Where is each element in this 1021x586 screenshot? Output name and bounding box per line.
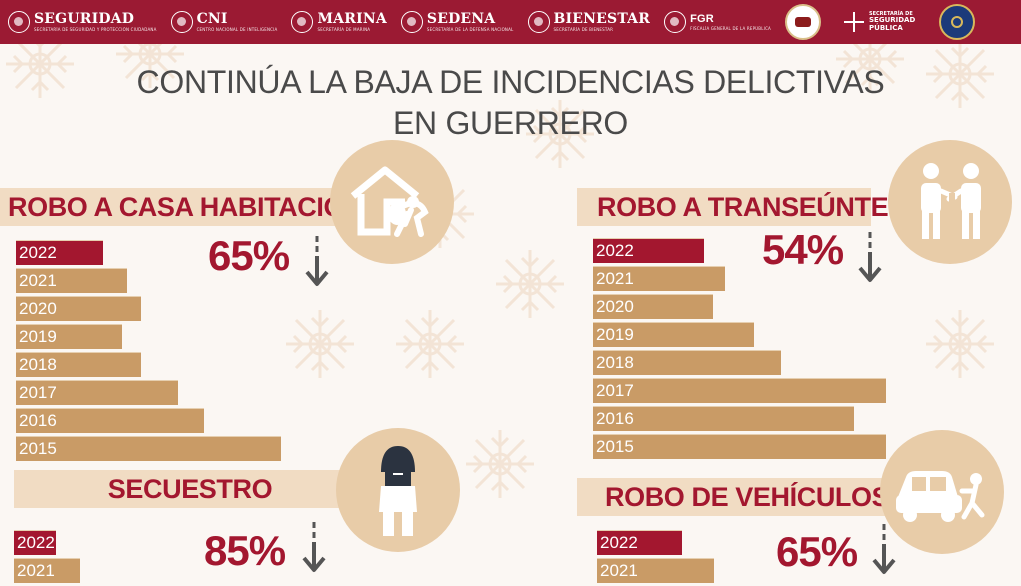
banner-robo-vehiculos: ROBO DE VEHÍCULOS — [577, 478, 907, 516]
page-title: CONTINÚA LA BAJA DE INCIDENCIAS DELICTIV… — [0, 62, 1021, 144]
logo-name: SEGURIDAD — [34, 11, 135, 27]
reduction-percent: 65% — [208, 232, 290, 279]
bar-2017: 2017 — [16, 380, 178, 405]
logo-name: MARINA — [317, 11, 387, 27]
car-thief-icon — [880, 430, 1004, 554]
logo-seguridad: SEGURIDAD SECRETARÍA DE SEGURIDAD Y PROTE… — [8, 11, 157, 33]
bar-2021: 2021 — [593, 266, 725, 291]
bar-2017: 2017 — [593, 378, 886, 403]
banner-label: ROBO DE VEHÍCULOS — [605, 481, 890, 512]
bar-2019: 2019 — [16, 324, 122, 349]
bar-year-label: 2022 — [17, 533, 55, 552]
bar-year-label: 2021 — [17, 561, 55, 580]
banner-label: SECUESTRO — [107, 473, 273, 504]
bar-2018: 2018 — [593, 350, 781, 375]
down-arrow-icon — [305, 236, 329, 286]
bar-2016: 2016 — [16, 408, 204, 433]
bar-year-label: 2022 — [596, 241, 634, 260]
bar-year-label: 2022 — [600, 533, 638, 552]
eagle-seal-icon — [8, 11, 30, 33]
bar-2022: 2022 — [593, 238, 704, 263]
cross-mark-icon — [843, 11, 865, 33]
logo-fgr: FGR FISCALÍA GENERAL DE LA REPÚBLICA — [664, 11, 771, 33]
bar-year-label: 2015 — [596, 437, 634, 456]
bar-2020: 2020 — [16, 296, 141, 321]
logo-name: FGR — [690, 12, 714, 25]
bar-year-label: 2021 — [19, 271, 57, 290]
bar-2021: 2021 — [597, 558, 714, 583]
fge-badge-icon — [939, 4, 976, 40]
bar-year-label: 2017 — [596, 381, 634, 400]
logo-name: BIENESTAR — [553, 11, 651, 27]
banner-secuestro: SECUESTRO — [14, 470, 366, 508]
title-line-1: CONTINÚA LA BAJA DE INCIDENCIAS DELICTIV… — [136, 64, 885, 100]
eagle-seal-icon — [527, 11, 550, 33]
banner-label: ROBO A CASA HABITACIÓN — [8, 191, 364, 222]
bar-2018: 2018 — [16, 352, 141, 377]
bar-year-label: 2021 — [600, 561, 638, 580]
eagle-seal-icon — [664, 11, 687, 33]
banner-robo-transeunte: ROBO A TRANSEÚNTE — [577, 188, 889, 226]
bar-year-label: 2019 — [596, 325, 634, 344]
reduction-percent: 85% — [204, 527, 286, 574]
logo-name: CNI — [196, 11, 228, 27]
bar-chart-robo-vehiculos: 2022 2021 — [597, 530, 714, 586]
logo-subtitle: SECRETARÍA DE LA DEFENSA NACIONAL — [426, 27, 514, 32]
logo-subtitle: FISCALÍA GENERAL DE LA REPÚBLICA — [690, 25, 771, 31]
bar-year-label: 2015 — [19, 439, 57, 458]
house-burglar-icon — [330, 140, 454, 264]
reduction-percent: 54% — [762, 226, 844, 273]
eagle-seal-icon — [291, 11, 314, 33]
logo-seguridad-publica: SECRETARÍA DE SEGURIDAD PÚBLICA — [843, 11, 915, 33]
bar-year-label: 2016 — [596, 409, 634, 428]
pedestrian-robbery-icon — [888, 140, 1012, 264]
bar-year-label: 2019 — [19, 327, 57, 346]
bar-2021: 2021 — [14, 558, 80, 583]
bar-year-label: 2017 — [19, 383, 57, 402]
hooded-victim-icon — [336, 428, 460, 552]
title-line-2: EN GUERRERO — [393, 105, 628, 141]
logo-name: SEDENA — [426, 11, 496, 27]
bar-2016: 2016 — [593, 406, 854, 431]
header-bar: SEGURIDAD SECRETARÍA DE SEGURIDAD Y PROTE… — [0, 0, 1021, 44]
logo-cni: CNI CENTRO NACIONAL DE INTELIGENCIA — [170, 11, 278, 33]
logo-bienestar: BIENESTAR SECRETARÍA DE BIENESTAR — [527, 11, 651, 33]
eagle-seal-icon — [400, 11, 423, 33]
bar-2021: 2021 — [16, 268, 127, 293]
logo-subtitle: SECRETARÍA DE BIENESTAR — [553, 27, 614, 32]
bar-chart-secuestro: 2022 2021 — [14, 530, 80, 586]
bar-year-label: 2018 — [19, 355, 57, 374]
bar-year-label: 2020 — [596, 297, 634, 316]
logo-marina: MARINA SECRETARÍA DE MARINA — [291, 11, 387, 33]
down-arrow-icon — [872, 524, 896, 574]
logo-sedena: SEDENA SECRETARÍA DE LA DEFENSA NACIONAL — [400, 11, 514, 33]
bar-2015: 2015 — [16, 436, 281, 461]
bar-2022: 2022 — [16, 240, 103, 265]
bar-2015: 2015 — [593, 434, 886, 459]
logo-subtitle: SECRETARÍA DE SEGURIDAD Y PROTECCIÓN CIU… — [34, 27, 157, 32]
bar-year-label: 2020 — [19, 299, 57, 318]
logo-subtitle: CENTRO NACIONAL DE INTELIGENCIA — [196, 27, 278, 32]
bar-2022: 2022 — [597, 530, 682, 555]
bar-chart-robo-transeunte: 2022 2021 2020 2019 2018 2017 2016 2015 — [593, 238, 886, 462]
banner-label: ROBO A TRANSEÚNTE — [597, 191, 889, 222]
reduction-percent: 65% — [776, 528, 858, 575]
down-arrow-icon — [302, 522, 326, 572]
bar-year-label: 2016 — [19, 411, 57, 430]
banner-robo-casa: ROBO A CASA HABITACIÓN — [0, 188, 364, 226]
bar-year-label: 2021 — [596, 269, 634, 288]
secretariat-line1: SECRETARÍA DE — [869, 11, 913, 18]
bar-2020: 2020 — [593, 294, 713, 319]
down-arrow-icon — [858, 232, 882, 282]
logo-subtitle: SECRETARÍA DE MARINA — [317, 27, 371, 32]
bar-year-label: 2018 — [596, 353, 634, 372]
secretariat-line2: SEGURIDAD — [869, 16, 916, 25]
bar-year-label: 2022 — [19, 243, 57, 262]
bar-2019: 2019 — [593, 322, 754, 347]
bar-2022: 2022 — [14, 530, 56, 555]
secretariat-line3: PÚBLICA — [869, 23, 903, 32]
eagle-seal-icon — [170, 11, 193, 33]
bar-chart-robo-casa: 2022 2021 2020 2019 2018 2017 2016 2015 — [16, 240, 281, 464]
guardia-emblem-icon — [785, 4, 821, 40]
